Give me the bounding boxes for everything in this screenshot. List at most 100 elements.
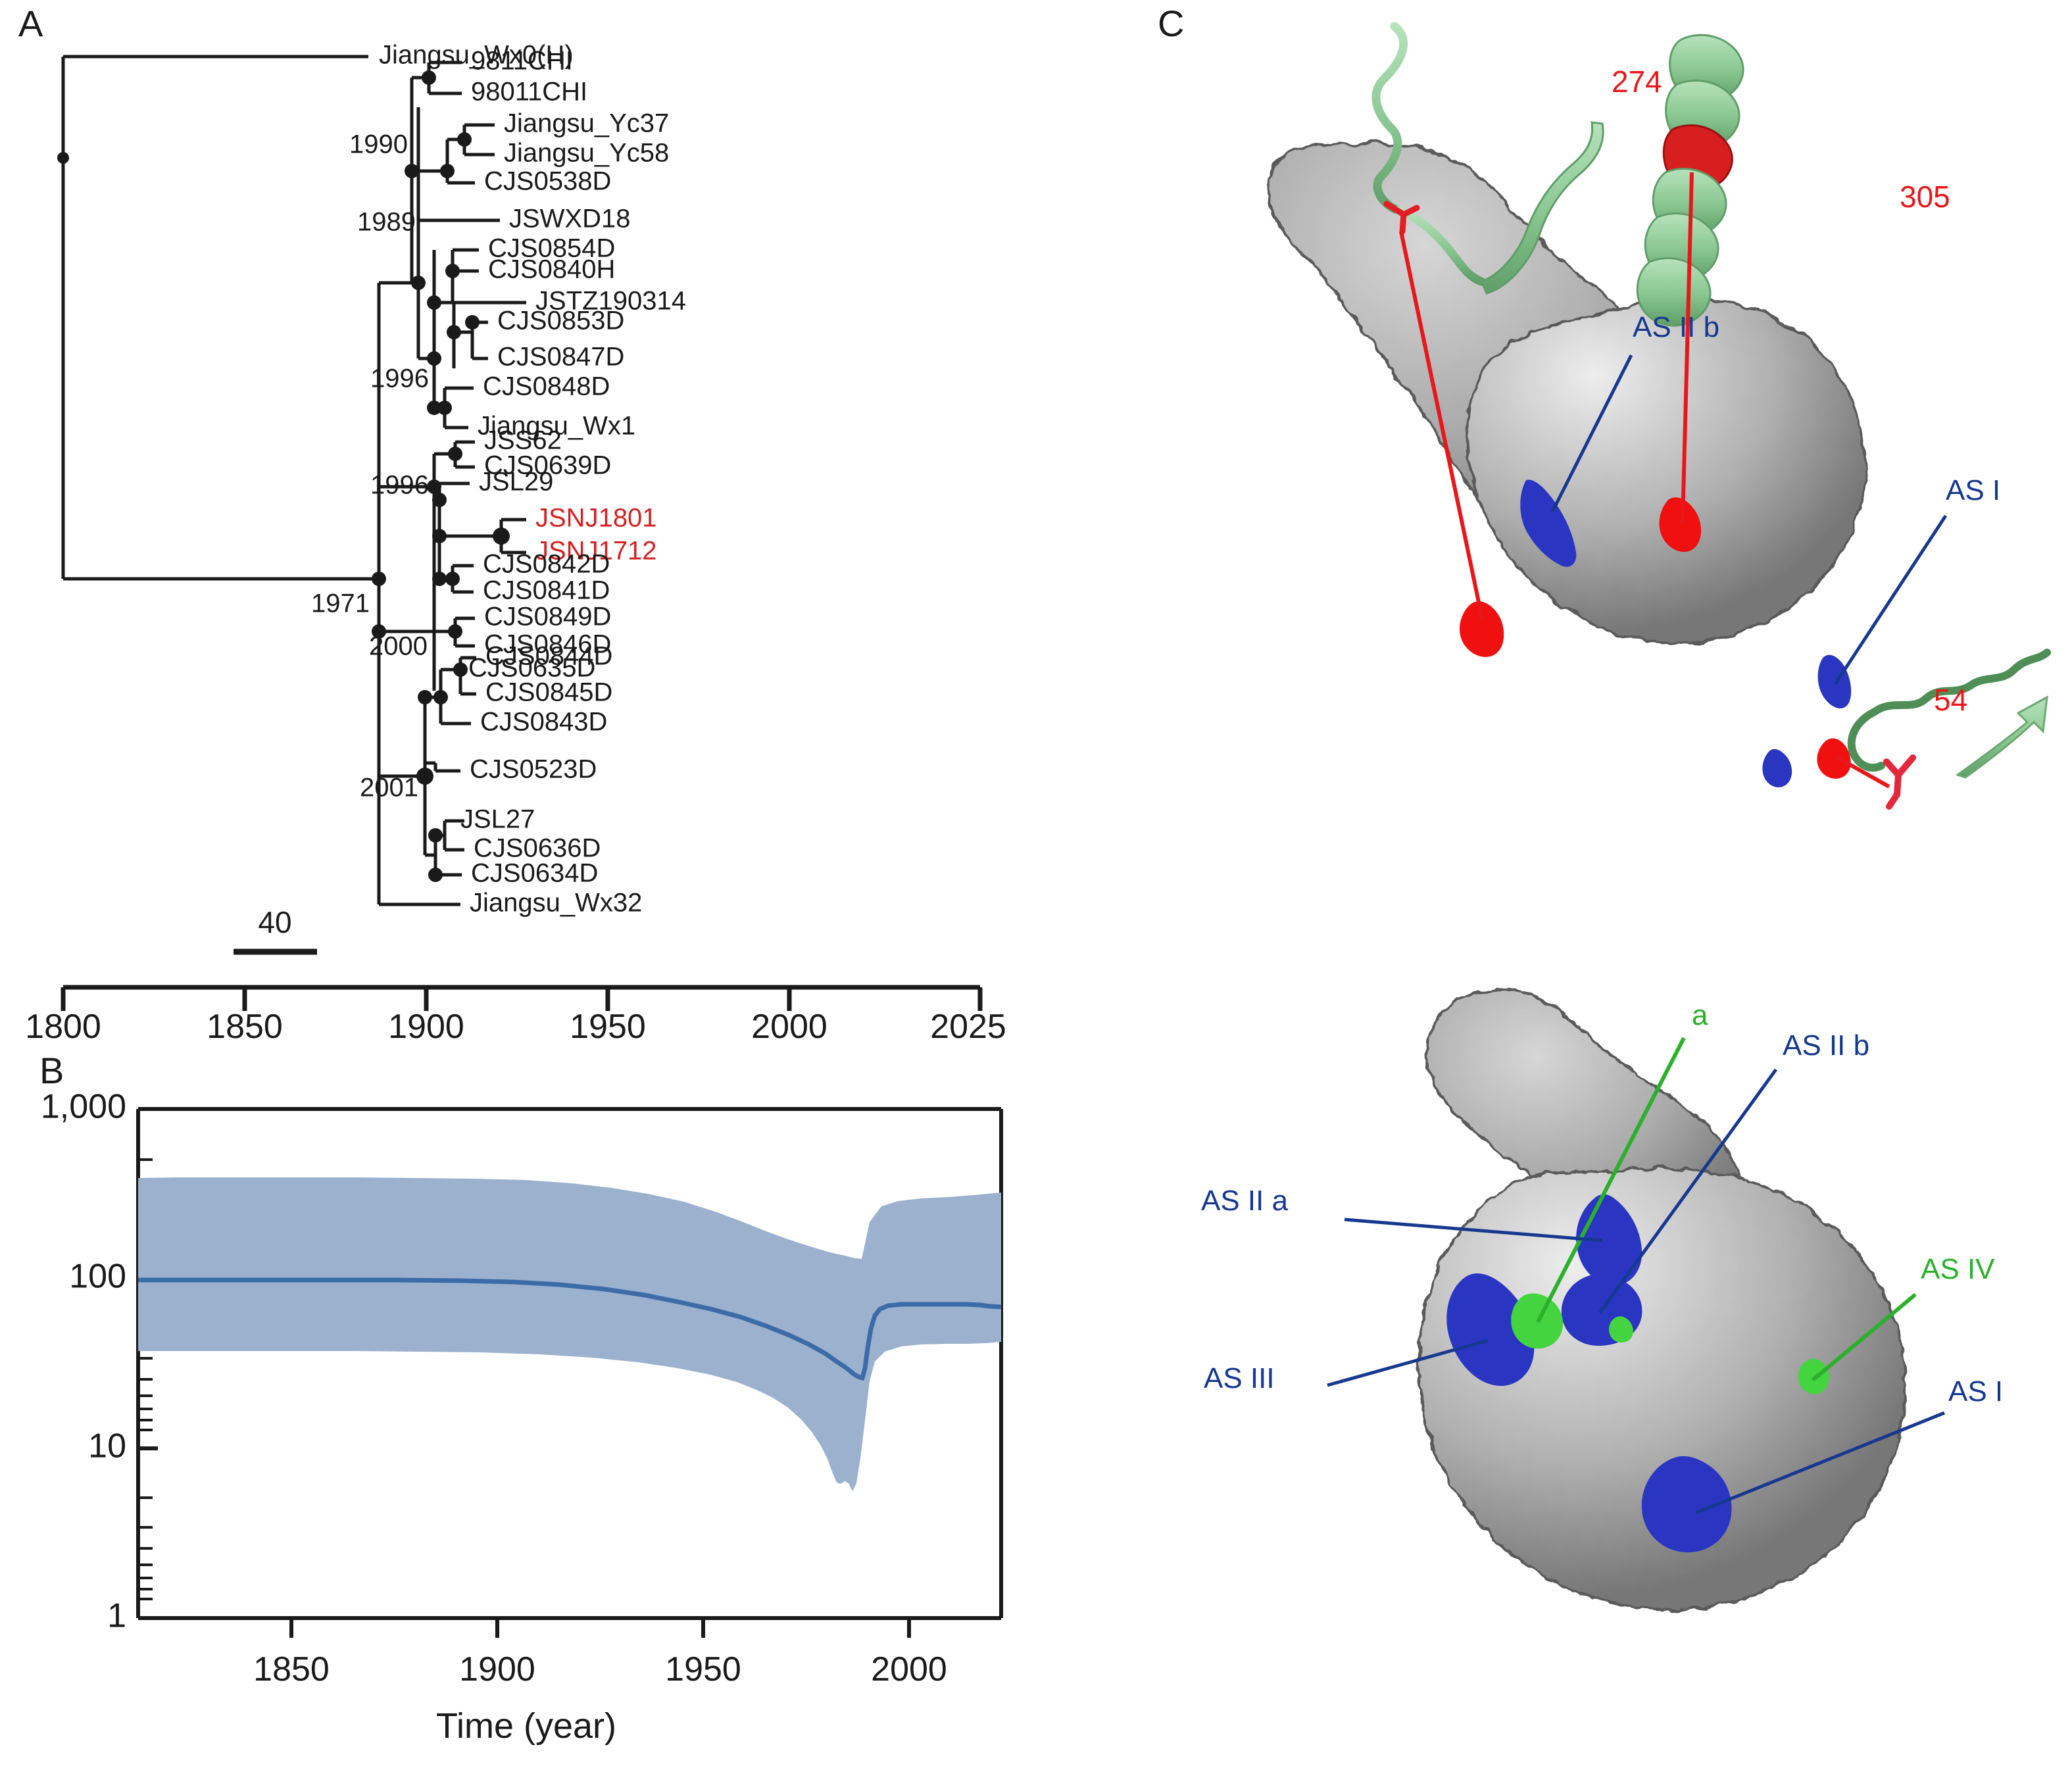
label-as-ii-a-bottom: AS II a (1201, 1185, 1289, 1217)
tree-tip-label: Jiangsu_Wx32 (470, 889, 642, 918)
leader-lines-bottom (1327, 1037, 1945, 1515)
tree-tip-label: Jiangsu_Yc37 (504, 109, 669, 138)
panel-c-structures-svg: 274 305 54 AS II b AS I (1201, 22, 2051, 1611)
tree-tip-label: JSWXD18 (509, 205, 631, 234)
tree-tip-label: CJS0636D (474, 834, 601, 863)
site-as-ii-b-top (1520, 480, 1577, 567)
node-year-label: 1989 (357, 208, 416, 237)
label-as-i-bottom: AS I (1948, 1375, 2003, 1408)
label-274: 274 (1612, 64, 1662, 99)
site-274-surface (1460, 601, 1504, 657)
ribbon-sheet-274-tail (1479, 121, 1604, 295)
tree-tip-label: CJS0845D (485, 678, 612, 707)
panel-a-tree-svg: Jiangsu_Wx0(H) 9811CHI 98011CHI Jiangsu_… (25, 41, 1006, 1039)
tree-node-year-labels: 1990 1989 1996 1996 1971 2000 2001 (311, 130, 429, 802)
tree-tip-label: CJS0523D (470, 755, 597, 784)
leader-as-iv-bottom (1812, 1292, 1917, 1382)
skyline-x-ticks (289, 1618, 911, 1638)
axis-tick-label: 1950 (570, 1008, 646, 1039)
tree-time-axis (61, 985, 983, 1011)
node-year-label: 1990 (349, 130, 408, 159)
tree-tip-label: JSTZ190314 (535, 287, 686, 316)
site-54-surface (1817, 738, 1851, 779)
axis-tick-label: 1850 (207, 1008, 283, 1039)
label-a-bottom: a (1692, 999, 1708, 1031)
leader-as-iii-bottom (1327, 1339, 1489, 1387)
site-a-satellite-bottom (1609, 1316, 1633, 1343)
site-305-surface (1659, 497, 1702, 553)
tree-tip-label: CJS0843D (480, 708, 607, 737)
tree-tip-label: CJS0847D (497, 343, 624, 372)
leader-274 (1399, 231, 1485, 622)
tree-tip-label: CJS0853D (497, 307, 624, 335)
tree-scale-bar: 40 (234, 905, 317, 955)
tree-time-axis-ticklabels: 1800 1850 1900 1950 2000 2025 (25, 1008, 1006, 1039)
leader-305 (1681, 172, 1694, 523)
x-axis-tick-label: 1850 (253, 1650, 330, 1688)
structure-top-group: 274 305 54 AS II b AS I (1266, 22, 2051, 810)
panel-a-container: A (0, 0, 1066, 1040)
tree-tip-label: Jiangsu_Wx1 (478, 412, 635, 441)
protein-surface-top (1266, 141, 1867, 645)
site-as-i-bottom (1641, 1456, 1732, 1553)
tree-tip-label: 9811CHI (471, 47, 573, 76)
y-axis-tick-label: 1 (107, 1597, 126, 1635)
leader-a-bottom (1536, 1037, 1686, 1323)
tree-tip-label: JSL27 (460, 805, 535, 834)
skyline-x-axis-labels: 1850 1900 1950 2000 Time (year) (253, 1650, 947, 1746)
node-year-label: 2001 (360, 774, 418, 802)
structure-bottom-group: a AS II b AS II a AS III AS IV AS I (1201, 989, 2003, 1611)
node-year-label: 1971 (311, 589, 370, 618)
panel-c-container: C (1158, 0, 2072, 1772)
node-year-label: 2000 (369, 632, 428, 661)
node-year-label: 1996 (370, 471, 429, 500)
protein-surface-bottom (1418, 989, 1907, 1611)
tree-tip-label-highlight: JSNJ1801 (535, 504, 657, 533)
site-as-i-top (1817, 654, 1852, 708)
tree-tip-label: CJS0849D (484, 603, 611, 631)
tree-tip-label: 98011CHI (471, 78, 587, 107)
label-305: 305 (1900, 180, 1950, 214)
leader-as-ii-a-bottom (1344, 1218, 1603, 1243)
skyline-y-axis-labels: 1,000 100 10 1 (41, 1088, 126, 1635)
tree-tip-label: Jiangsu_Wx0(H) (379, 41, 574, 70)
label-as-ii-b-top: AS II b (1633, 311, 1719, 343)
tree-tip-label: CJS0840H (488, 255, 615, 284)
ribbon-arrow-54 (1955, 695, 2048, 779)
panel-c-letter: C (1158, 3, 1185, 44)
tree-branches (61, 55, 526, 906)
ribbon-loop-54 (1847, 649, 2051, 772)
panel-a-letter: A (18, 3, 43, 44)
residue-54-stick (1883, 754, 1916, 810)
scale-bar-label: 40 (258, 905, 291, 939)
axis-tick-label: 2025 (930, 1008, 1006, 1039)
tree-tip-label: CJS0634D (471, 859, 598, 888)
axis-tick-label: 1800 (25, 1008, 101, 1039)
tree-tip-label: Jiangsu_Yc58 (504, 139, 669, 168)
skyline-hpd-band (138, 1177, 1001, 1491)
tree-tip-label: JSL29 (479, 468, 553, 497)
x-axis-tick-label: 2000 (871, 1650, 947, 1688)
tree-nodes (57, 70, 510, 882)
site-as-ii-b-lower-top (1762, 749, 1792, 787)
leader-as-i-bottom (1695, 1411, 1945, 1515)
tree-tip-label: CJS0844D (485, 642, 612, 671)
leader-as-ii-b-top (1550, 354, 1633, 513)
axis-tick-label: 1900 (388, 1008, 464, 1039)
tree-tip-labels: Jiangsu_Wx0(H) 9811CHI 98011CHI Jiangsu_… (379, 41, 686, 918)
leader-as-ii-b-bottom (1598, 1068, 1778, 1314)
x-axis-tick-label: 1950 (665, 1650, 741, 1688)
tree-tip-label: CJS0538D (484, 167, 611, 196)
tree-tip-label: CJS0639D (484, 451, 611, 480)
node-year-label: 1996 (370, 364, 429, 393)
site-as-iv-bottom (1798, 1358, 1829, 1394)
label-54: 54 (1934, 683, 1967, 717)
y-axis-tick-label: 1,000 (41, 1088, 126, 1126)
tree-tip-label: CJS0841D (483, 576, 610, 605)
skyline-median-line (138, 1277, 1002, 1381)
leader-54 (1834, 754, 1890, 789)
label-as-ii-b-bottom: AS II b (1783, 1029, 1869, 1062)
leader-lines-top (1399, 172, 1948, 789)
label-as-iii-bottom: AS III (1204, 1362, 1275, 1394)
label-as-iv-bottom: AS IV (1921, 1253, 1995, 1285)
